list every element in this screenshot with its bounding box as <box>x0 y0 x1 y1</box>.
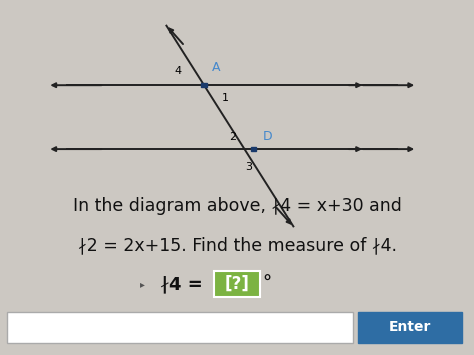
Text: °: ° <box>262 275 271 293</box>
FancyBboxPatch shape <box>251 147 256 151</box>
Text: 1: 1 <box>222 93 228 103</box>
Text: 2: 2 <box>228 132 236 142</box>
Text: [?]: [?] <box>225 275 249 293</box>
Text: Enter: Enter <box>389 321 431 334</box>
Text: 4: 4 <box>174 66 182 76</box>
Text: ∤4 =: ∤4 = <box>160 275 209 293</box>
Text: D: D <box>263 130 273 143</box>
FancyBboxPatch shape <box>214 271 259 297</box>
FancyBboxPatch shape <box>7 312 353 343</box>
Text: In the diagram above, ∤4 = x+30 and: In the diagram above, ∤4 = x+30 and <box>73 197 401 215</box>
Text: 3: 3 <box>246 162 252 172</box>
Text: A: A <box>211 61 220 74</box>
FancyBboxPatch shape <box>358 312 462 343</box>
FancyBboxPatch shape <box>201 83 207 87</box>
Text: ∤2 = 2x+15. Find the measure of ∤4.: ∤2 = 2x+15. Find the measure of ∤4. <box>78 236 396 254</box>
Text: ▸: ▸ <box>140 279 145 289</box>
